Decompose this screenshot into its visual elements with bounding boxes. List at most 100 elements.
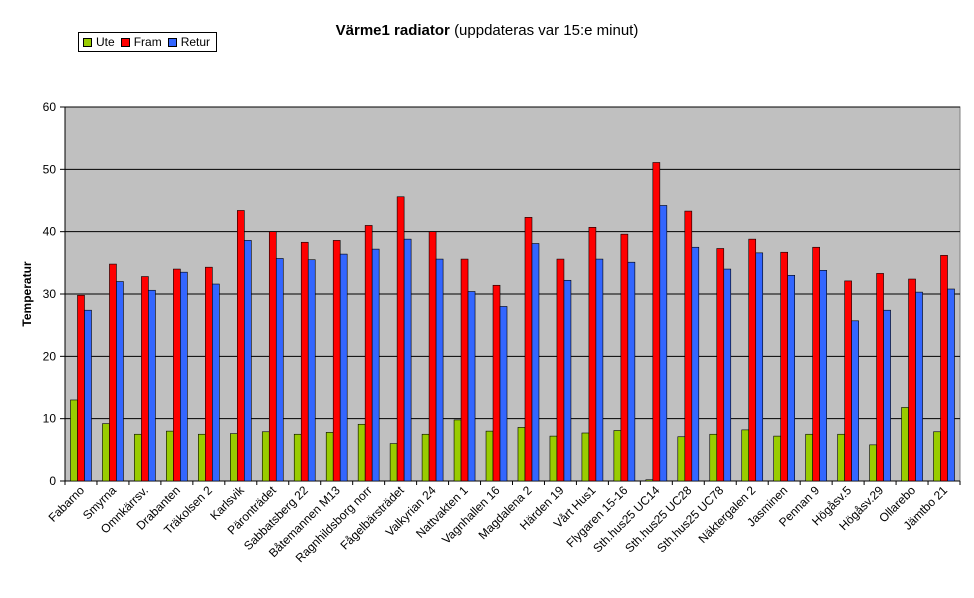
bar-retur-omnkarrsv [148, 289, 156, 482]
bar-retur-naktergalen-2 [755, 252, 764, 482]
bar-retur-fagelbarstradet [403, 238, 412, 482]
bar-ute-ragnhildsborg-norr [357, 423, 366, 482]
bar-retur-hogasv-29 [883, 309, 891, 482]
bar-ute-magdalena-2 [517, 427, 526, 482]
bar-fram-batemannen-m13 [332, 240, 341, 482]
bar-fram-hogasv-5 [844, 280, 852, 482]
bar-fram-vagnhallen-16 [492, 284, 501, 482]
chart-legend: Ute Fram Retur [78, 32, 218, 52]
bar-ute-sth-hus25-uc14 [645, 479, 654, 482]
bar-ute-omnkarrsv [134, 433, 142, 482]
bar-fram-karlsvik [237, 210, 245, 482]
y-tick-label-20: 20 [43, 349, 57, 363]
bar-retur-parontradet [275, 258, 284, 482]
chart-title: Värme1 radiator [335, 22, 450, 39]
legend-swatch-fram [120, 37, 130, 47]
bar-ute-jamtbo-21 [933, 431, 941, 482]
y-tick-label-40: 40 [43, 225, 57, 239]
bar-ute-naktergalen-2 [741, 429, 750, 482]
y-tick-label-30: 30 [43, 287, 57, 301]
bar-retur-jamtbo-21 [947, 288, 955, 482]
bar-retur-harden-19 [563, 279, 572, 482]
bar-ute-trakolsen-2 [198, 433, 206, 482]
bar-fram-flygaren-15-16 [620, 233, 629, 482]
bar-ute-hogasv-5 [837, 433, 845, 482]
bar-fram-sabbatsberg-22 [300, 241, 309, 482]
bar-fram-sth-hus25-uc14 [652, 162, 661, 482]
bar-ute-hogasv-29 [869, 444, 877, 482]
bar-retur-magdalena-2 [531, 243, 540, 482]
bar-fram-omnkarrsv [141, 276, 149, 482]
chart-subtitle: (uppdateras var 15:e minut) [454, 22, 639, 39]
bar-ute-vart-hus1 [581, 432, 590, 482]
bar-retur-nattvakten-1 [467, 291, 476, 482]
y-tick-label-50: 50 [43, 162, 57, 176]
bar-ute-sth-hus25-uc28 [677, 436, 686, 482]
bar-fram-drabanten [173, 268, 181, 482]
legend-item-retur: Retur [167, 35, 211, 49]
bar-ute-flygaren-15-16 [613, 430, 622, 482]
bar-retur-hogasv-5 [851, 320, 859, 482]
bar-fram-sth-hus25-uc28 [684, 210, 693, 482]
bar-ute-harden-19 [549, 435, 558, 482]
y-tick-label-60: 60 [43, 100, 57, 114]
bar-retur-sth-hus25-uc78 [723, 268, 732, 482]
bar-ute-fabarno [70, 399, 78, 482]
bar-retur-sth-hus25-uc14 [659, 205, 668, 482]
bar-retur-karlsvik [244, 240, 252, 482]
y-tick-label-10: 10 [43, 412, 57, 426]
bar-ute-fagelbarstradet [389, 443, 398, 482]
bar-retur-vagnhallen-16 [499, 306, 508, 482]
bar-fram-ragnhildsborg-norr [364, 225, 373, 482]
bar-retur-flygaren-15-16 [627, 261, 636, 482]
y-axis-title: Temperatur [20, 261, 34, 326]
bar-ute-nattvakten-1 [453, 419, 462, 482]
legend-label-ute: Ute [96, 35, 115, 49]
x-tick-label-fabarno: Fabarno [46, 483, 88, 525]
y-tick-label-0: 0 [49, 474, 56, 488]
chart-title-block: Värme1 radiator (uppdateras var 15:e min… [0, 22, 974, 39]
bar-ute-sth-hus25-uc78 [709, 433, 718, 482]
bar-ute-jasminen [773, 435, 781, 482]
bar-retur-batemannen-m13 [339, 253, 348, 482]
bar-fram-harden-19 [556, 258, 565, 482]
bar-ute-drabanten [166, 430, 174, 482]
bar-retur-jasminen [787, 274, 795, 482]
bar-retur-ollarebo [915, 291, 923, 482]
legend-item-ute: Ute [83, 35, 115, 49]
legend-label-fram: Fram [133, 35, 162, 49]
bar-retur-trakolsen-2 [212, 283, 220, 482]
bar-fram-nattvakten-1 [460, 258, 469, 482]
bar-fram-ollarebo [908, 278, 916, 482]
bar-fram-sth-hus25-uc78 [716, 248, 725, 482]
bar-fram-naktergalen-2 [748, 238, 757, 482]
bar-retur-drabanten [180, 271, 188, 482]
bar-fram-valkyrian-24 [428, 231, 437, 482]
bar-fram-fagelbarstradet [396, 196, 405, 482]
bar-ute-batemannen-m13 [325, 432, 334, 482]
bar-retur-sth-hus25-uc28 [691, 246, 700, 482]
bar-ute-parontradet [261, 431, 270, 482]
bar-fram-jasminen [780, 251, 788, 482]
bar-ute-vagnhallen-16 [485, 430, 494, 482]
bar-ute-ollarebo [901, 407, 909, 482]
legend-item-fram: Fram [120, 35, 162, 49]
bar-retur-sabbatsberg-22 [307, 259, 316, 482]
bar-ute-sabbatsberg-22 [293, 433, 302, 482]
bar-fram-pennan-9 [812, 246, 820, 482]
bar-fram-trakolsen-2 [205, 266, 213, 482]
legend-swatch-ute [83, 37, 92, 47]
bar-ute-pennan-9 [805, 433, 813, 482]
legend-label-retur: Retur [180, 35, 211, 49]
bar-retur-fabarno [84, 309, 92, 482]
legend-swatch-retur [167, 37, 177, 47]
bar-fram-magdalena-2 [524, 217, 533, 482]
bar-retur-ragnhildsborg-norr [371, 248, 380, 482]
bar-retur-valkyrian-24 [435, 258, 444, 482]
bar-fram-jamtbo-21 [940, 255, 948, 482]
bar-fram-fabarno [77, 294, 85, 482]
bar-ute-valkyrian-24 [421, 433, 430, 482]
bar-ute-karlsvik [230, 433, 238, 482]
bar-fram-vart-hus1 [588, 227, 597, 482]
